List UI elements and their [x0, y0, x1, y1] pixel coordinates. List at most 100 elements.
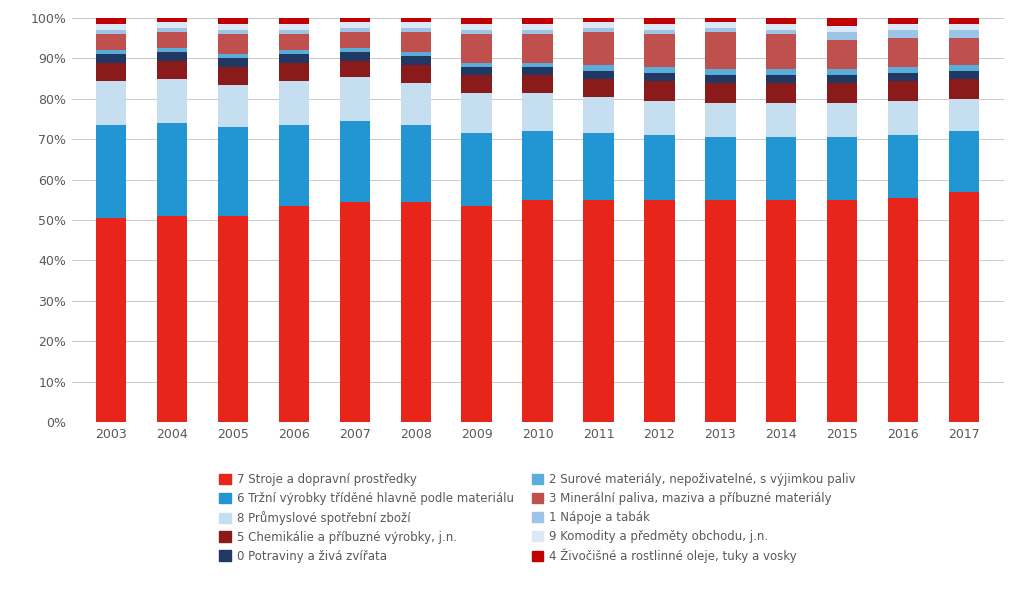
Bar — [340, 32, 370, 48]
Bar — [584, 28, 613, 32]
Bar — [766, 30, 797, 34]
Bar — [766, 24, 797, 30]
Bar — [462, 34, 492, 63]
Bar — [644, 66, 675, 72]
Bar — [888, 16, 919, 24]
Bar — [522, 131, 553, 200]
Bar — [948, 65, 979, 71]
Bar — [706, 28, 735, 32]
Bar — [400, 57, 431, 65]
Bar — [766, 200, 797, 422]
Bar — [827, 103, 857, 137]
Bar — [522, 30, 553, 34]
Bar — [888, 101, 919, 135]
Bar — [948, 131, 979, 192]
Bar — [279, 81, 309, 125]
Bar — [157, 79, 187, 123]
Bar — [584, 200, 613, 422]
Bar — [948, 24, 979, 30]
Bar — [827, 32, 857, 40]
Bar — [644, 101, 675, 135]
Bar — [218, 127, 248, 216]
Bar — [888, 198, 919, 422]
Bar — [279, 54, 309, 63]
Bar — [279, 125, 309, 206]
Bar — [827, 75, 857, 83]
Bar — [948, 192, 979, 422]
Bar — [400, 52, 431, 57]
Bar — [766, 137, 797, 200]
Bar — [644, 72, 675, 81]
Bar — [827, 26, 857, 32]
Bar — [279, 206, 309, 422]
Bar — [218, 34, 248, 54]
Bar — [340, 60, 370, 77]
Bar — [400, 65, 431, 83]
Bar — [462, 133, 492, 206]
Bar — [766, 83, 797, 103]
Bar — [462, 93, 492, 133]
Bar — [157, 123, 187, 216]
Bar — [644, 30, 675, 34]
Bar — [522, 93, 553, 131]
Bar — [96, 125, 127, 218]
Bar — [279, 51, 309, 54]
Bar — [706, 75, 735, 83]
Bar — [706, 137, 735, 200]
Bar — [157, 28, 187, 32]
Bar — [522, 200, 553, 422]
Bar — [644, 34, 675, 66]
Bar — [888, 72, 919, 81]
Bar — [157, 216, 187, 422]
Bar — [157, 60, 187, 78]
Bar — [584, 79, 613, 97]
Bar — [522, 66, 553, 75]
Bar — [706, 200, 735, 422]
Bar — [584, 14, 613, 22]
Bar — [827, 83, 857, 103]
Bar — [706, 103, 735, 137]
Bar — [400, 125, 431, 202]
Bar — [400, 28, 431, 32]
Bar — [706, 22, 735, 28]
Bar — [584, 133, 613, 200]
Bar — [340, 48, 370, 52]
Bar — [827, 69, 857, 75]
Bar — [948, 99, 979, 131]
Bar — [644, 14, 675, 24]
Bar — [340, 121, 370, 202]
Bar — [948, 30, 979, 39]
Bar — [279, 34, 309, 51]
Bar — [400, 202, 431, 422]
Bar — [706, 32, 735, 69]
Bar — [96, 63, 127, 81]
Bar — [279, 63, 309, 81]
Bar — [522, 18, 553, 24]
Bar — [706, 83, 735, 103]
Bar — [218, 24, 248, 30]
Bar — [96, 54, 127, 63]
Bar — [706, 69, 735, 75]
Bar — [218, 30, 248, 34]
Bar — [279, 18, 309, 24]
Bar — [948, 18, 979, 24]
Bar — [462, 18, 492, 24]
Bar — [948, 79, 979, 99]
Bar — [584, 65, 613, 71]
Bar — [279, 30, 309, 34]
Bar — [522, 75, 553, 93]
Bar — [218, 66, 248, 85]
Bar — [706, 16, 735, 22]
Bar — [218, 54, 248, 58]
Bar — [644, 200, 675, 422]
Bar — [827, 200, 857, 422]
Bar — [948, 39, 979, 65]
Bar — [766, 34, 797, 69]
Bar — [96, 30, 127, 34]
Bar — [827, 18, 857, 26]
Bar — [96, 81, 127, 125]
Bar — [766, 103, 797, 137]
Bar — [340, 22, 370, 28]
Bar — [96, 24, 127, 30]
Bar — [157, 18, 187, 22]
